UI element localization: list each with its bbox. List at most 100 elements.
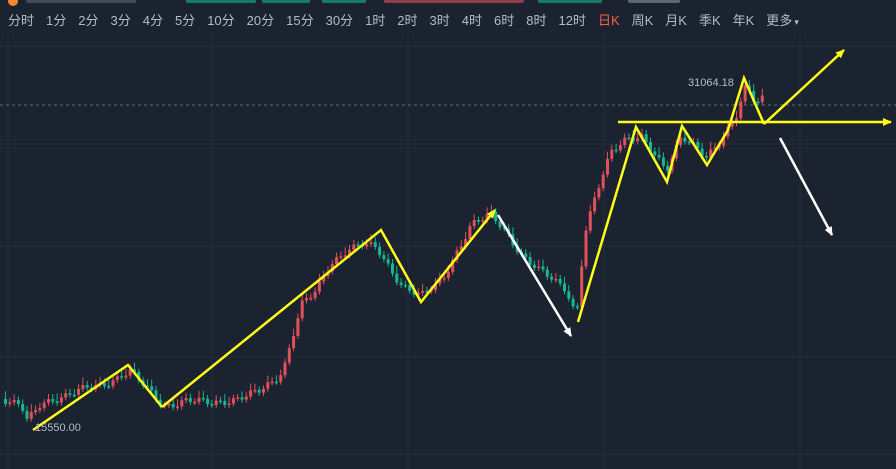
low-price-label: 15550.00 xyxy=(35,422,81,434)
tab-14[interactable]: 6时 xyxy=(494,8,514,34)
candle xyxy=(498,221,502,228)
candle xyxy=(309,297,313,300)
candle xyxy=(210,404,214,406)
tab-label: 15分 xyxy=(286,13,314,28)
candle xyxy=(386,259,390,264)
candle xyxy=(408,285,412,291)
candle xyxy=(369,242,373,245)
coin-logo-icon xyxy=(8,0,18,6)
candle xyxy=(313,291,317,298)
tab-4[interactable]: 4分 xyxy=(143,8,163,34)
candle xyxy=(72,394,76,397)
stat-5 xyxy=(538,0,602,3)
candle xyxy=(713,147,717,150)
tab-15[interactable]: 8时 xyxy=(526,8,546,34)
candle xyxy=(150,386,154,391)
tab-17[interactable]: 日K xyxy=(598,8,620,34)
tab-9[interactable]: 30分 xyxy=(326,8,353,34)
candle xyxy=(214,400,218,406)
candle xyxy=(68,393,72,395)
tab-12[interactable]: 3时 xyxy=(430,8,450,34)
candle xyxy=(137,372,141,381)
tab-13[interactable]: 4时 xyxy=(462,8,482,34)
candle xyxy=(416,292,420,295)
candle xyxy=(240,397,244,400)
yellow-zigzag-2 xyxy=(161,209,496,408)
candle xyxy=(704,156,708,158)
candle xyxy=(545,269,549,277)
candle xyxy=(558,278,562,284)
candle xyxy=(305,298,308,301)
tab-7[interactable]: 20分 xyxy=(247,8,274,34)
candlestick-chart[interactable]: 31064.18 15550.00 xyxy=(0,34,896,469)
candle xyxy=(554,278,558,281)
candle xyxy=(167,404,171,406)
candle xyxy=(154,390,158,400)
candle xyxy=(606,158,609,175)
candle xyxy=(59,397,63,403)
tab-label: 1分 xyxy=(46,13,67,28)
candle xyxy=(21,403,25,411)
tab-19[interactable]: 月K xyxy=(665,8,687,34)
candle xyxy=(287,348,291,363)
tab-6[interactable]: 10分 xyxy=(207,8,234,34)
tab-label: 4时 xyxy=(461,13,482,28)
candle xyxy=(421,290,425,293)
candle xyxy=(348,249,351,256)
candle xyxy=(584,230,588,267)
candle xyxy=(756,101,760,104)
candle xyxy=(455,250,459,260)
candle xyxy=(571,298,575,307)
tab-3[interactable]: 3分 xyxy=(110,8,130,34)
tab-10[interactable]: 1时 xyxy=(365,8,385,34)
candle xyxy=(743,85,747,102)
candle xyxy=(85,385,89,388)
candle xyxy=(378,246,382,256)
candle xyxy=(188,398,192,403)
candle xyxy=(253,389,257,392)
candle xyxy=(541,266,545,270)
candle xyxy=(446,271,450,278)
candle xyxy=(382,255,386,260)
candle xyxy=(300,300,304,319)
white-down-arrow-2 xyxy=(778,137,834,236)
candle xyxy=(292,336,296,349)
tab-22[interactable]: 更多 ▾ xyxy=(766,8,799,35)
tab-2[interactable]: 2分 xyxy=(78,8,98,34)
tab-label: 2分 xyxy=(78,13,99,28)
candle xyxy=(145,385,149,388)
tab-5[interactable]: 5分 xyxy=(175,8,195,34)
tab-0[interactable]: 分时 xyxy=(8,8,34,34)
candle xyxy=(752,90,756,102)
candle xyxy=(128,369,132,376)
tab-label: 年K xyxy=(732,13,755,28)
tab-8[interactable]: 15分 xyxy=(286,8,313,34)
candle xyxy=(403,284,407,287)
candle xyxy=(567,291,571,299)
candle xyxy=(42,402,46,409)
candle xyxy=(563,283,566,292)
tab-18[interactable]: 周K xyxy=(632,8,654,34)
candle xyxy=(580,266,584,307)
candle xyxy=(627,137,631,140)
candle xyxy=(709,149,713,158)
candle xyxy=(696,142,700,149)
candle xyxy=(610,149,614,159)
tab-11[interactable]: 2时 xyxy=(397,8,417,34)
candle xyxy=(614,149,618,152)
tab-1[interactable]: 1分 xyxy=(46,8,66,34)
candle xyxy=(481,220,485,222)
candle xyxy=(274,381,278,384)
candle xyxy=(661,157,665,166)
tab-label: 4分 xyxy=(142,13,163,28)
candle xyxy=(735,118,738,124)
tab-16[interactable]: 12时 xyxy=(558,8,585,34)
candle xyxy=(636,138,640,142)
candle xyxy=(649,142,652,152)
candle xyxy=(25,410,29,419)
tab-20[interactable]: 季K xyxy=(699,8,721,34)
chart-grid xyxy=(0,34,896,469)
candle xyxy=(124,375,128,378)
interval-tab-bar: 分时 1分 2分 3分 4分 5分 10分 20分 15分 30分 1时 2时 3时 4时 6时 8时 12时日… xyxy=(0,8,896,34)
tab-21[interactable]: 年K xyxy=(733,8,755,34)
